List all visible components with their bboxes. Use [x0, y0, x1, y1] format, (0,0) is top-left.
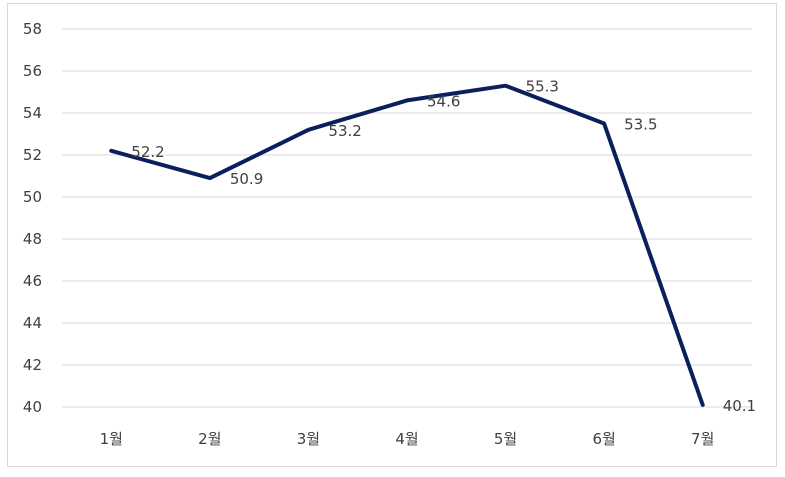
gridlines	[62, 28, 752, 408]
data-label: 53.2	[328, 122, 361, 140]
x-tick-label: 6월	[592, 430, 615, 448]
y-tick-label: 44	[23, 314, 42, 332]
y-tick-label: 42	[23, 356, 42, 374]
x-tick-label: 7월	[691, 430, 714, 448]
y-tick-label: 54	[23, 104, 42, 122]
y-tick-label: 46	[23, 272, 42, 290]
data-label: 40.1	[723, 397, 756, 415]
y-tick-label: 56	[23, 62, 42, 80]
chart-frame	[7, 3, 777, 467]
y-tick-label: 58	[23, 20, 42, 38]
x-tick-label: 4월	[395, 430, 418, 448]
y-axis-ticks: 40 42 44 46 48 50 52 54 56 58	[23, 20, 42, 416]
series-line	[109, 83, 705, 407]
x-tick-label: 1월	[100, 430, 123, 448]
data-labels: 52.2 50.9 53.2 54.6 55.3 53.5 40.1	[131, 78, 756, 415]
data-label: 52.2	[131, 143, 164, 161]
data-label: 54.6	[427, 92, 460, 110]
data-label: 53.5	[624, 116, 657, 134]
x-axis-ticks: 1월 2월 3월 4월 5월 6월 7월	[100, 430, 715, 448]
data-label: 50.9	[230, 170, 263, 188]
x-tick-label: 2월	[198, 430, 221, 448]
y-tick-label: 48	[23, 230, 42, 248]
x-tick-label: 5월	[494, 430, 517, 448]
y-tick-label: 50	[23, 188, 42, 206]
y-tick-label: 40	[23, 398, 42, 416]
x-tick-label: 3월	[297, 430, 320, 448]
y-tick-label: 52	[23, 146, 42, 164]
data-label: 55.3	[526, 78, 559, 96]
